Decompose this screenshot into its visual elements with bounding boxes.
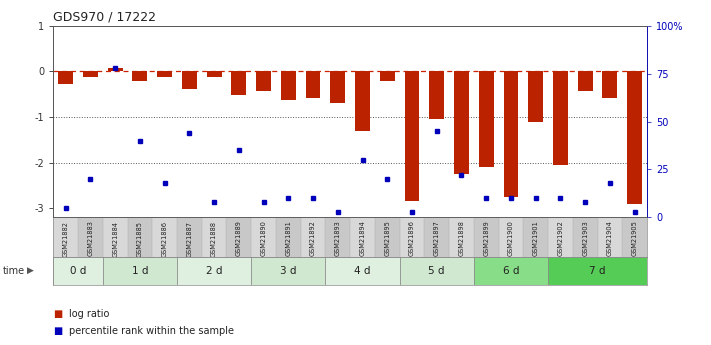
Bar [622,217,647,257]
Bar [479,71,493,167]
Text: 3 d: 3 d [280,266,296,276]
Bar [53,217,78,257]
Bar [177,257,251,285]
Bar [53,257,103,285]
Bar [182,71,197,89]
Text: percentile rank within the sample: percentile rank within the sample [69,326,234,336]
Bar [528,71,543,122]
Text: GSM21901: GSM21901 [533,220,539,256]
Text: GSM21894: GSM21894 [360,220,365,256]
Text: 0 d: 0 d [70,266,86,276]
Text: ■: ■ [53,309,63,319]
Text: GDS970 / 17222: GDS970 / 17222 [53,10,156,23]
Bar [152,217,177,257]
Bar [207,71,222,77]
Bar [251,257,326,285]
Text: GSM21897: GSM21897 [434,220,439,256]
Bar [306,71,321,98]
Bar [380,71,395,81]
Text: 6 d: 6 d [503,266,519,276]
Text: 4 d: 4 d [354,266,370,276]
Bar [578,71,592,91]
Text: GSM21899: GSM21899 [483,220,489,256]
Text: GSM21883: GSM21883 [87,220,93,256]
Text: GSM21890: GSM21890 [261,220,267,256]
Bar [375,217,400,257]
Text: time: time [3,266,25,276]
Text: 5 d: 5 d [429,266,445,276]
Text: GSM21887: GSM21887 [186,220,193,257]
Text: GSM21905: GSM21905 [631,220,638,256]
Text: GSM21904: GSM21904 [607,220,613,256]
Bar [573,217,597,257]
Text: GSM21885: GSM21885 [137,220,143,257]
Bar [157,71,172,77]
Bar [424,217,449,257]
Bar [474,257,548,285]
Text: GSM21893: GSM21893 [335,220,341,256]
Bar [350,217,375,257]
Bar [251,217,276,257]
Bar [281,71,296,100]
Bar [331,71,346,104]
Bar [177,217,202,257]
Text: GSM21895: GSM21895 [384,220,390,256]
Bar [400,257,474,285]
Text: ■: ■ [53,326,63,336]
Bar [78,217,103,257]
Bar [503,71,518,197]
Text: GSM21886: GSM21886 [161,220,168,257]
Bar [108,68,122,71]
Bar [103,257,177,285]
Text: GSM21892: GSM21892 [310,220,316,256]
Text: GSM21891: GSM21891 [285,220,292,256]
Bar [548,217,573,257]
Bar [256,71,271,91]
Text: GSM21889: GSM21889 [236,220,242,256]
Bar [548,257,647,285]
Text: ▶: ▶ [27,266,34,275]
Bar [276,217,301,257]
Text: GSM21902: GSM21902 [557,220,563,256]
Bar [597,217,622,257]
Text: GSM21896: GSM21896 [409,220,415,256]
Bar [355,71,370,131]
Bar [449,217,474,257]
Text: GSM21900: GSM21900 [508,220,514,256]
Bar [553,71,568,165]
Bar [58,71,73,84]
Text: 2 d: 2 d [206,266,223,276]
Text: GSM21882: GSM21882 [63,220,69,257]
Bar [132,71,147,81]
Bar [454,71,469,174]
Text: GSM21898: GSM21898 [459,220,464,256]
Bar [602,71,617,98]
Bar [231,71,246,95]
Bar [405,71,419,201]
Bar [400,217,424,257]
Text: GSM21884: GSM21884 [112,220,118,257]
Text: log ratio: log ratio [69,309,109,319]
Text: GSM21903: GSM21903 [582,220,588,256]
Bar [83,71,98,77]
Bar [326,257,400,285]
Bar [627,71,642,204]
Bar [202,217,227,257]
Bar [127,217,152,257]
Bar [326,217,350,257]
Bar [498,217,523,257]
Bar [227,217,251,257]
Bar [301,217,326,257]
Bar [103,217,127,257]
Bar [474,217,498,257]
Text: 1 d: 1 d [132,266,148,276]
Text: GSM21888: GSM21888 [211,220,217,257]
Bar [429,71,444,119]
Bar [523,217,548,257]
Text: 7 d: 7 d [589,266,606,276]
